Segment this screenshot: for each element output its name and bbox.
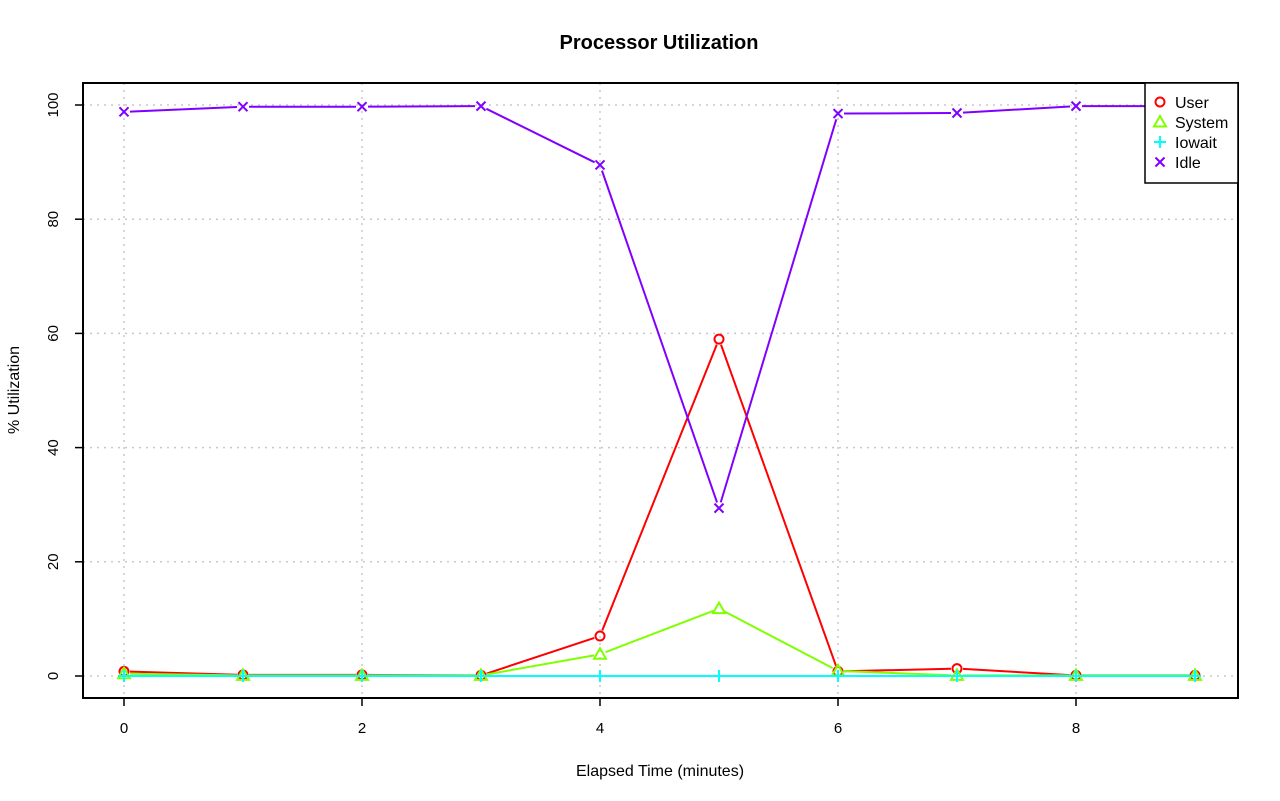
- data-point-iowait: [475, 670, 487, 682]
- data-point-user: [594, 630, 606, 642]
- data-point-idle: [475, 100, 487, 112]
- data-point-iowait: [594, 670, 606, 682]
- x-tick-label: 6: [834, 720, 842, 737]
- legend-marker-user: [1154, 96, 1166, 108]
- series-line-user: [129, 344, 1189, 677]
- data-point-idle: [118, 106, 130, 118]
- series-iowait: [118, 670, 1201, 682]
- data-point-idle: [713, 502, 725, 514]
- y-tick-label: 60: [45, 325, 62, 342]
- chart-title: Processor Utilization: [560, 32, 759, 54]
- y-tick-label: 0: [45, 672, 62, 680]
- legend-marker-iowait: [1154, 136, 1166, 148]
- data-point-user: [713, 333, 725, 345]
- data-point-iowait: [951, 670, 963, 682]
- series-user: [118, 333, 1201, 681]
- data-point-iowait: [237, 670, 249, 682]
- y-axis: 0 20 40 60 80 100: [45, 92, 83, 680]
- legend-box: [1144, 82, 1239, 184]
- data-point-system: [711, 600, 727, 615]
- y-tick-label: 20: [45, 553, 62, 570]
- y-tick-label: 80: [45, 211, 62, 228]
- grid: [83, 83, 1238, 698]
- legend-label-iowait: Iowait: [1175, 135, 1217, 152]
- legend-label-user: User: [1175, 95, 1209, 112]
- legend-label-system: System: [1175, 115, 1228, 132]
- data-point-iowait: [832, 670, 844, 682]
- plot-frame: [82, 82, 1239, 699]
- series-system: [116, 600, 1203, 681]
- data-point-iowait: [1189, 670, 1201, 682]
- y-tick-label: 100: [45, 92, 62, 117]
- data-point-idle: [951, 107, 963, 119]
- data-point-idle: [594, 159, 606, 171]
- series-idle: [118, 100, 1201, 514]
- data-point-idle: [1070, 100, 1082, 112]
- x-tick-label: 8: [1072, 720, 1080, 737]
- x-tick-label: 0: [120, 720, 128, 737]
- data-point-iowait: [713, 670, 725, 682]
- data-point-idle: [356, 101, 368, 112]
- series-line-system: [129, 609, 1189, 677]
- data-point-idle: [832, 108, 844, 119]
- x-tick-label: 4: [596, 720, 604, 737]
- data-point-iowait: [118, 670, 130, 682]
- data-point-iowait: [356, 670, 368, 682]
- series-line-idle: [129, 105, 1189, 503]
- y-tick-label: 40: [45, 439, 62, 456]
- data-point-idle: [237, 101, 249, 112]
- legend-label-idle: Idle: [1175, 155, 1201, 172]
- data-point-system: [592, 646, 608, 660]
- x-axis-label: Elapsed Time (minutes): [576, 763, 744, 780]
- data-point-iowait: [1070, 670, 1082, 682]
- legend: User System Iowait Idle: [1144, 82, 1239, 184]
- x-tick-label: 2: [358, 720, 366, 737]
- legend-marker-idle: [1154, 156, 1166, 168]
- y-axis-label: % Utilization: [6, 346, 23, 434]
- plot-series: [116, 100, 1203, 682]
- legend-marker-system: [1152, 113, 1168, 128]
- x-axis: 0 2 4 6 8: [120, 698, 1080, 737]
